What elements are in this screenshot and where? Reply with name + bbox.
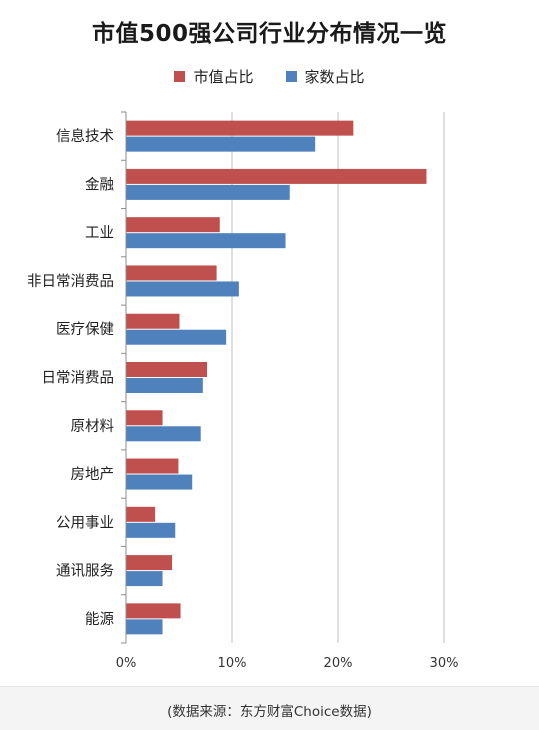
bar-series-0-10 xyxy=(126,603,181,619)
chart-legend: 市值占比 家数占比 xyxy=(0,66,539,87)
bar-series-0-5 xyxy=(126,362,208,377)
bar-series-0-3 xyxy=(126,265,217,281)
x-tick-label-1: 10% xyxy=(218,656,247,671)
category-label-10: 能源 xyxy=(85,611,114,628)
bar-series-0-4 xyxy=(126,313,180,329)
legend-item-series-0: 市值占比 xyxy=(174,66,254,87)
legend-item-series-1: 家数占比 xyxy=(285,66,365,87)
bar-chart: 0% 10% 20% 30% 信息技术金融工业非日常消费品医疗保健日常消费品原材料房地产… xyxy=(27,111,459,671)
bar-series-0-6 xyxy=(126,410,163,426)
x-tick-label-0: 0% xyxy=(116,656,137,671)
bar-series-1-9 xyxy=(126,571,163,587)
bar-series-0-8 xyxy=(126,506,156,522)
category-label-5: 日常消费品 xyxy=(42,370,115,387)
category-label-3: 非日常消费品 xyxy=(27,273,114,290)
chart-title: 市值500强公司行业分布情况一览 xyxy=(91,21,447,47)
category-label-2: 工业 xyxy=(85,225,114,242)
bar-series-1-8 xyxy=(126,522,176,538)
bar-series-0-2 xyxy=(126,217,220,233)
bar-series-0-1 xyxy=(126,168,427,184)
bar-series-1-5 xyxy=(126,378,203,393)
bar-series-1-4 xyxy=(126,329,227,345)
bar-series-0-9 xyxy=(126,555,173,571)
bar-series-1-1 xyxy=(126,184,290,200)
category-label-1: 金融 xyxy=(85,176,114,193)
bar-series-0-7 xyxy=(126,458,179,474)
category-label-4: 医疗保健 xyxy=(56,321,114,338)
category-label-7: 房地产 xyxy=(71,466,115,483)
bar-series-1-3 xyxy=(126,281,239,297)
bar-series-1-0 xyxy=(126,136,316,152)
bar-series-1-7 xyxy=(126,474,193,490)
x-tick-label-3: 30% xyxy=(430,656,459,671)
legend-label-series-0: 市值占比 xyxy=(193,68,254,86)
source-note: (数据来源：东方财富Choice数据) xyxy=(167,704,372,720)
legend-swatch-series-0 xyxy=(174,71,186,82)
category-label-9: 通讯服务 xyxy=(56,563,114,580)
category-label-0: 信息技术 xyxy=(56,128,114,145)
bar-series-1-6 xyxy=(126,426,201,442)
footer-band xyxy=(0,686,539,730)
category-label-6: 原材料 xyxy=(71,418,115,435)
legend-label-series-1: 家数占比 xyxy=(304,68,365,86)
category-label-8: 公用事业 xyxy=(56,514,114,531)
bar-series-1-10 xyxy=(126,619,163,635)
bar-series-0-0 xyxy=(126,120,354,136)
bar-series-1-2 xyxy=(126,233,286,249)
legend-swatch-series-1 xyxy=(285,71,297,82)
x-tick-label-2: 20% xyxy=(324,656,353,671)
